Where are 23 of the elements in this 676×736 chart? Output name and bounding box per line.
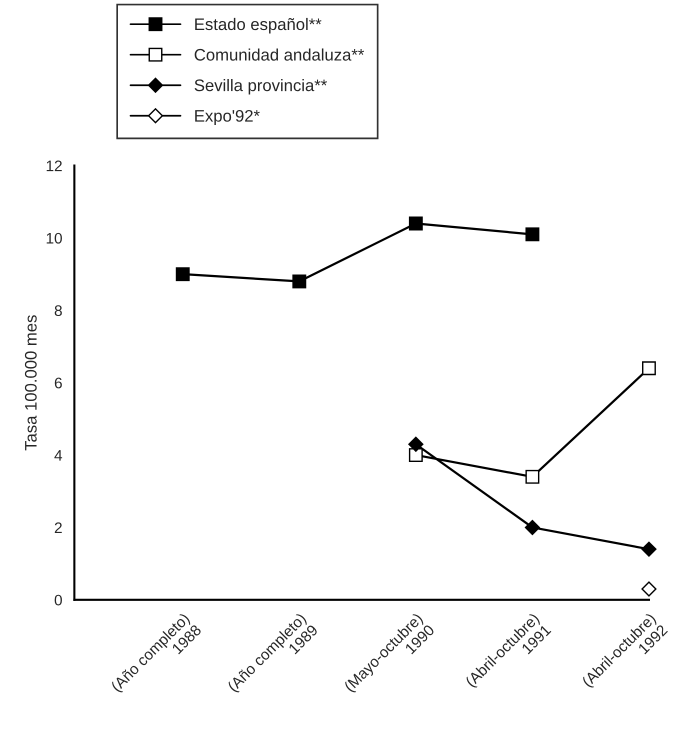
point xyxy=(176,267,190,282)
point xyxy=(642,361,656,376)
legend-label: Comunidad andaluza** xyxy=(194,48,364,61)
legend-label: Sevilla provincia** xyxy=(194,78,327,95)
legend-label: Expo'92* xyxy=(195,110,260,126)
point xyxy=(525,470,540,484)
point xyxy=(292,274,306,288)
point xyxy=(408,448,423,462)
point xyxy=(408,436,424,452)
point xyxy=(641,581,657,597)
point xyxy=(641,542,657,557)
y-tick-label: 6 xyxy=(54,378,62,388)
y-tick-label: 4 xyxy=(54,450,62,461)
point xyxy=(524,520,540,536)
y-axis-title: Tasa 100.000 mes xyxy=(24,315,37,450)
y-tick-label: 2 xyxy=(54,522,62,534)
point xyxy=(525,227,540,242)
point xyxy=(408,216,423,230)
y-tick-label: 10 xyxy=(46,232,62,244)
legend-label: Estado español** xyxy=(195,18,322,34)
y-tick-label: 12 xyxy=(46,160,62,172)
y-tick-label: 0 xyxy=(54,594,62,606)
y-tick-label: 8 xyxy=(54,305,62,316)
